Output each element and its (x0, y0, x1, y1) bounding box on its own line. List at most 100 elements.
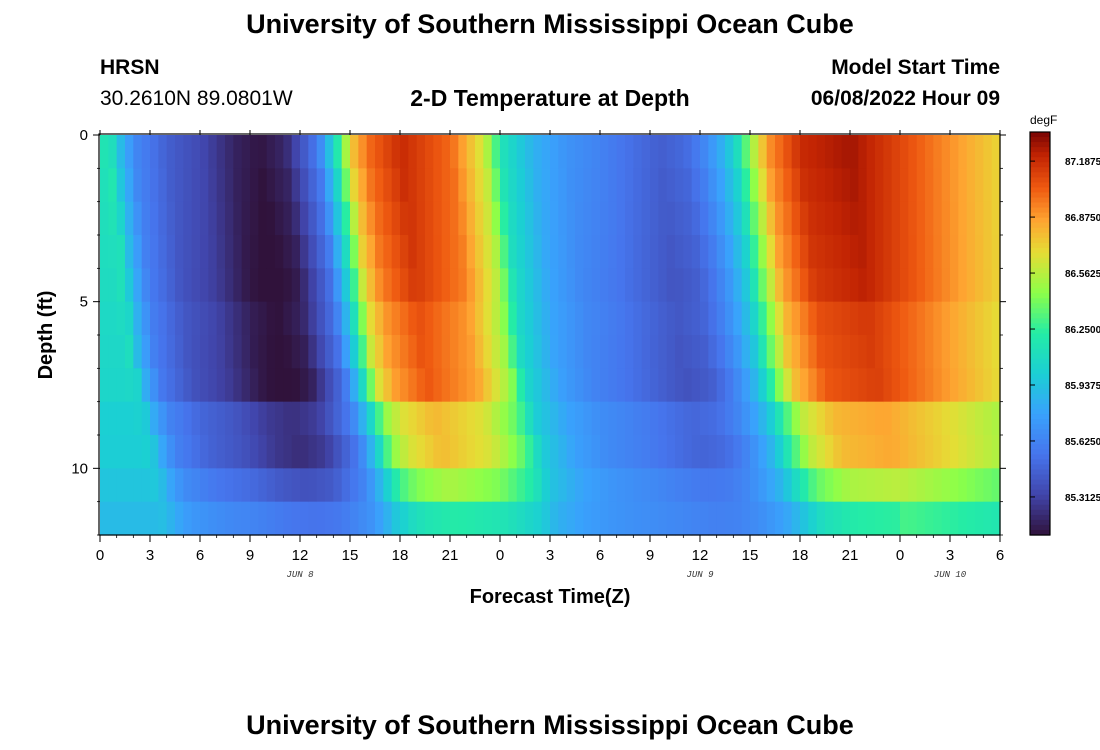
heatmap-cell (200, 501, 209, 536)
heatmap-cell (191, 268, 201, 303)
heatmap-cell (591, 168, 601, 203)
station-name: HRSN (100, 56, 160, 79)
heatmap-cell (433, 268, 443, 303)
heatmap-cell (216, 301, 226, 336)
heatmap-cell (366, 268, 376, 303)
heatmap-cell (941, 401, 951, 436)
heatmap-cell (983, 435, 993, 469)
heatmap-cell (458, 501, 468, 536)
heatmap-cell (933, 335, 943, 369)
heatmap-cell (583, 201, 593, 236)
heatmap-cell (750, 135, 759, 169)
heatmap-cell (100, 368, 109, 403)
heatmap-cell (600, 435, 609, 469)
heatmap-cell (241, 468, 251, 503)
heatmap-cell (908, 168, 918, 203)
heatmap-cell (458, 335, 468, 369)
heatmap-cell (850, 235, 859, 269)
heatmap-cell (616, 335, 626, 369)
x-tick-label: 12 (692, 547, 709, 564)
heatmap-cell (266, 235, 276, 269)
heatmap-cell (100, 401, 109, 436)
heatmap-cell (533, 401, 543, 436)
heatmap-cell (700, 468, 709, 503)
heatmap-cell (966, 501, 976, 536)
heatmap-cell (150, 401, 159, 436)
heatmap-cell (916, 468, 926, 503)
heatmap-cell (933, 368, 943, 403)
heatmap-cell (100, 201, 109, 236)
heatmap-cell (458, 135, 468, 169)
heatmap-cell (683, 268, 693, 303)
heatmap-cell (900, 235, 909, 269)
heatmap-cell (166, 235, 176, 269)
heatmap-cell (325, 435, 334, 469)
heatmap-cell (758, 368, 768, 403)
heatmap-cell (875, 168, 884, 203)
heatmap-cell (633, 368, 643, 403)
heatmap-cell (116, 368, 126, 403)
heatmap-cell (450, 368, 459, 403)
colorbar-segment (1030, 373, 1050, 380)
heatmap-cell (450, 401, 459, 436)
heatmap-cell (850, 501, 859, 536)
heatmap-cell (975, 135, 984, 169)
heatmap-cell (408, 201, 418, 236)
heatmap-cell (500, 268, 509, 303)
heatmap-cell (300, 468, 309, 503)
heatmap-cell (825, 468, 834, 503)
colorbar-segment (1030, 398, 1050, 405)
heatmap-cell (616, 435, 626, 469)
x-tick-label: 18 (392, 547, 409, 564)
heatmap-cell (433, 401, 443, 436)
heatmap-cell (150, 235, 159, 269)
heatmap-cell (958, 168, 968, 203)
heatmap-cell (191, 168, 201, 203)
heatmap-cell (341, 501, 351, 536)
heatmap-cell (766, 268, 776, 303)
heatmap-cell (700, 235, 709, 269)
heatmap-cell (500, 168, 509, 203)
heatmap-cell (533, 335, 543, 369)
x-tick-label: 0 (896, 547, 904, 564)
heatmap-cell (983, 468, 993, 503)
heatmap-cell (633, 301, 643, 336)
heatmap-cell (391, 435, 401, 469)
heatmap-cell (633, 501, 643, 536)
heatmap-cell (383, 401, 393, 436)
heatmap-cell (841, 368, 851, 403)
heatmap-cell (416, 135, 426, 169)
colorbar-segment (1030, 242, 1050, 249)
heatmap-cell (700, 368, 709, 403)
heatmap-cell (983, 401, 993, 436)
heatmap-cell (850, 401, 859, 436)
heatmap-cell (641, 335, 651, 369)
heatmap-cell (325, 401, 334, 436)
heatmap-cell (941, 235, 951, 269)
heatmap-cell (466, 135, 476, 169)
heatmap-cell (541, 335, 551, 369)
heatmap-cell (283, 301, 293, 336)
heatmap-cell (608, 335, 618, 369)
heatmap-cell (941, 135, 951, 169)
heatmap-cell (141, 401, 151, 436)
heatmap-cell (816, 335, 826, 369)
heatmap-cell (783, 235, 793, 269)
colorbar-segment (1030, 519, 1050, 526)
heatmap-cell (441, 368, 451, 403)
heatmap-cell (275, 168, 284, 203)
heatmap-cell (900, 468, 909, 503)
heatmap-cell (725, 168, 734, 203)
y-axis-title: Depth (ft) (35, 291, 57, 380)
heatmap-cell (525, 301, 534, 336)
colorbar-segment (1030, 288, 1050, 294)
heatmap-cell (591, 335, 601, 369)
colorbar-segment (1030, 273, 1050, 279)
heatmap-cell (608, 435, 618, 469)
heatmap-cell (691, 201, 701, 236)
heatmap-cell (583, 468, 593, 503)
heatmap-cell (275, 301, 284, 336)
heatmap-cell (683, 401, 693, 436)
heatmap-cell (208, 135, 218, 169)
colorbar-segment (1030, 147, 1050, 153)
